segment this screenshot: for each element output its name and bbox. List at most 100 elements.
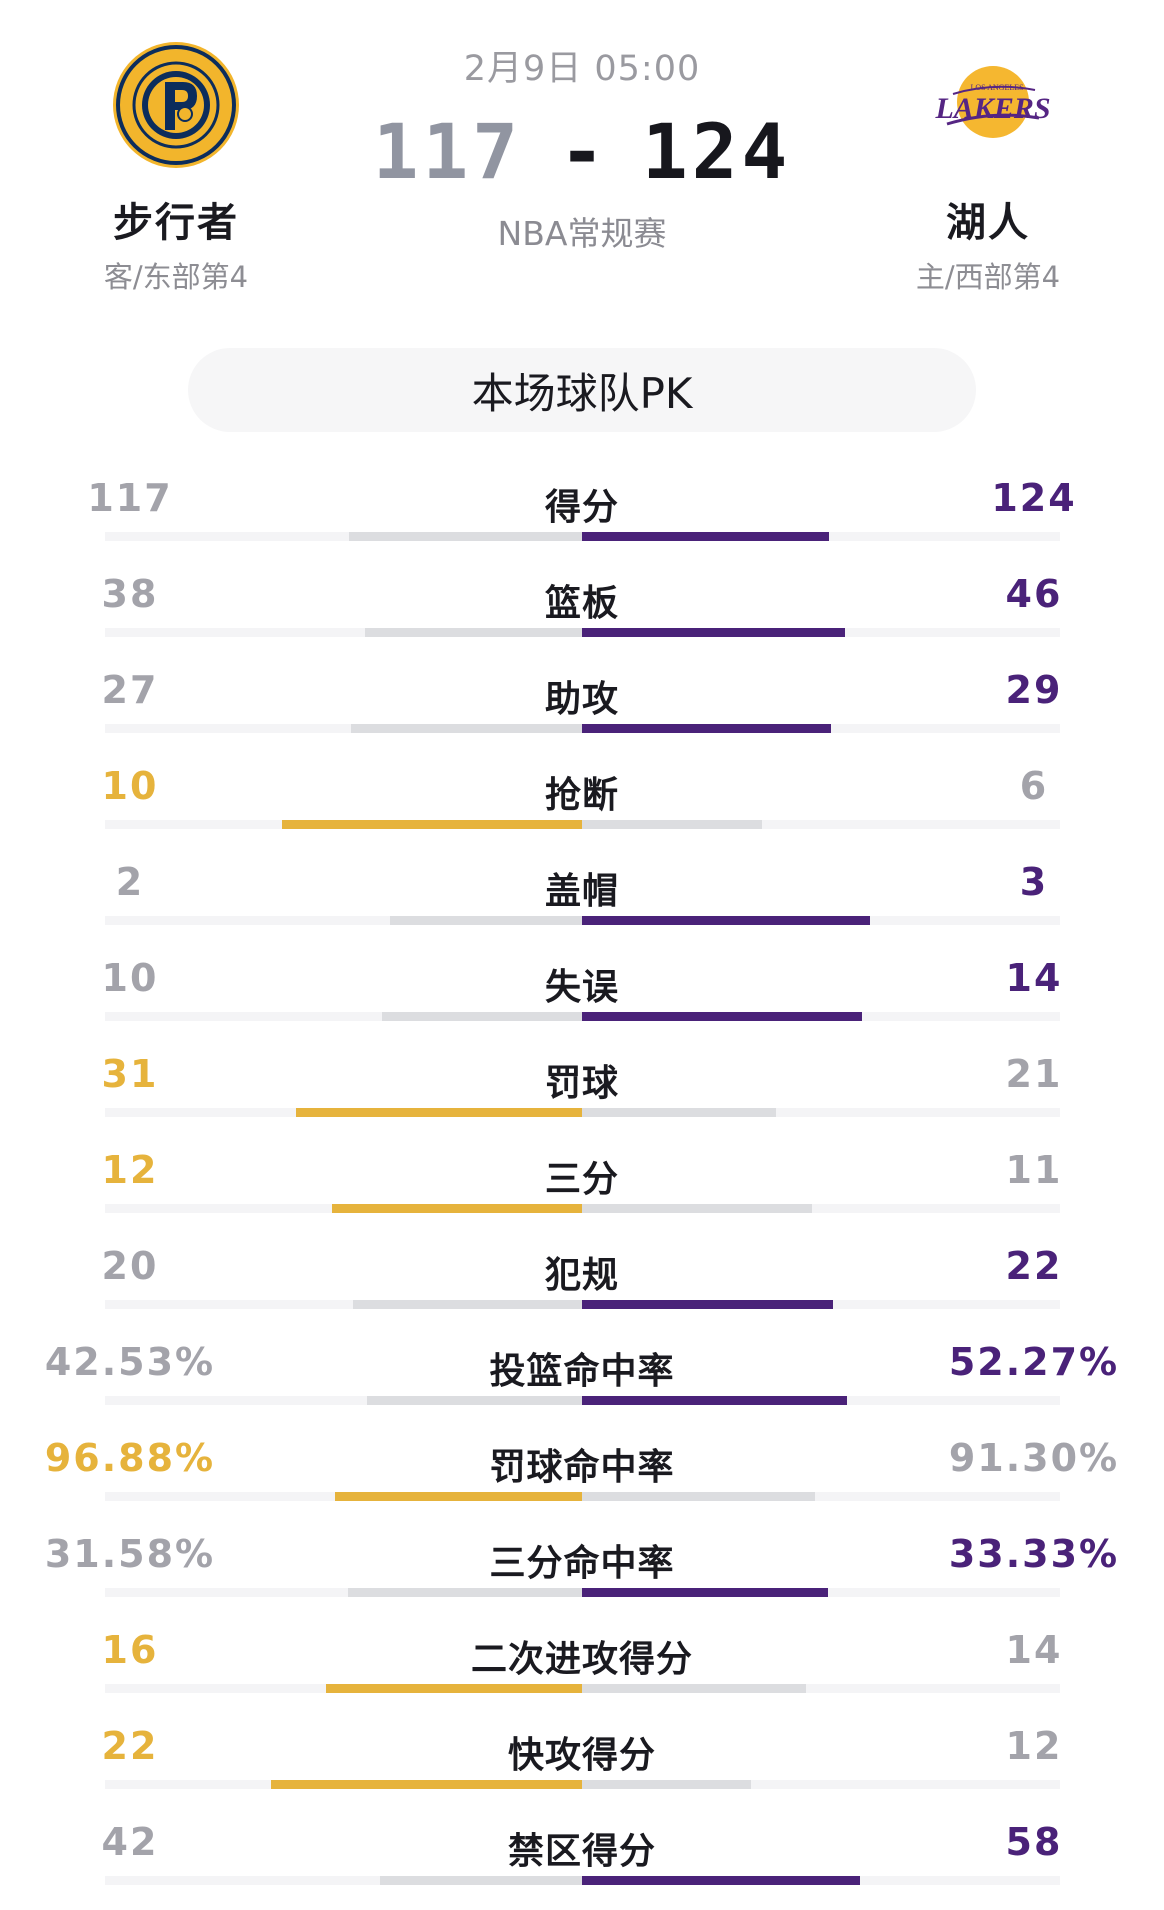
away-stat-value: 10 — [101, 956, 159, 1000]
home-stat-value: 46 — [1005, 572, 1063, 616]
away-stat-bar — [365, 628, 582, 637]
home-stat-bar — [582, 1684, 806, 1693]
stat-row: 20 犯规 22 — [0, 1238, 1164, 1334]
home-stat-bar — [582, 820, 762, 829]
stat-label: 投篮命中率 — [489, 1351, 675, 1392]
stat-row: 10 抢断 6 — [0, 758, 1164, 854]
stat-label: 罚球 — [544, 1063, 619, 1104]
away-stat-value: 10 — [101, 764, 159, 808]
stat-label: 快攻得分 — [507, 1735, 656, 1776]
away-stat-value: 20 — [101, 1244, 159, 1288]
away-stat-value: 16 — [101, 1628, 159, 1672]
stat-row: 31.58% 三分命中率 33.33% — [0, 1526, 1164, 1622]
home-stat-bar — [582, 916, 870, 925]
away-stat-bar — [380, 1876, 582, 1885]
away-stat-value: 31 — [101, 1052, 159, 1096]
home-stat-value: 52.27% — [948, 1340, 1120, 1384]
stat-row: 12 三分 11 — [0, 1142, 1164, 1238]
away-stat-value: 42.53% — [44, 1340, 216, 1384]
home-stat-value: 14 — [1005, 1628, 1063, 1672]
away-stat-value: 2 — [115, 860, 145, 904]
stat-label: 篮板 — [544, 583, 619, 624]
away-stat-bar — [390, 916, 582, 925]
away-stat-bar — [296, 1108, 582, 1117]
away-stat-bar — [335, 1492, 582, 1501]
home-stat-bar — [582, 1108, 776, 1117]
home-team-rank: 主/西部第4 — [915, 260, 1061, 294]
svg-text:LOS ANGELES: LOS ANGELES — [970, 83, 1023, 92]
away-stat-value: 42 — [101, 1820, 159, 1864]
team-pk-tab[interactable]: 本场球队PK — [188, 348, 976, 432]
game-type: NBA常规赛 — [497, 214, 667, 253]
home-team[interactable]: LAKERS LOS ANGELES 湖人 主/西部第4 — [858, 40, 1118, 296]
away-stat-bar — [348, 1588, 582, 1597]
away-stat-bar — [351, 724, 582, 733]
home-stat-value: 21 — [1005, 1052, 1063, 1096]
stat-row: 38 篮板 46 — [0, 566, 1164, 662]
home-stat-bar — [582, 724, 831, 733]
away-team[interactable]: 步行者 客/东部第4 — [46, 40, 306, 296]
home-stat-value: 11 — [1005, 1148, 1063, 1192]
stat-label: 二次进攻得分 — [470, 1639, 693, 1680]
away-stat-value: 31.58% — [44, 1532, 216, 1576]
home-stat-value: 6 — [1019, 764, 1049, 808]
team-stats-list: 117 得分 124 38 篮板 46 27 助攻 29 10 抢断 6 2 盖帽 3 10 失误 14 31 罚球 2… — [0, 470, 1164, 1910]
stat-row: 42 禁区得分 58 — [0, 1814, 1164, 1910]
svg-text:LAKERS: LAKERS — [934, 92, 1050, 125]
stat-row: 16 二次进攻得分 14 — [0, 1622, 1164, 1718]
stat-row: 42.53% 投篮命中率 52.27% — [0, 1334, 1164, 1430]
away-stat-bar — [349, 532, 582, 541]
stat-label: 得分 — [544, 487, 619, 528]
stat-row: 27 助攻 29 — [0, 662, 1164, 758]
away-stat-bar — [382, 1012, 582, 1021]
home-stat-value: 58 — [1005, 1820, 1063, 1864]
game-datetime: 2月9日 05:00 — [463, 49, 701, 89]
stat-label: 盖帽 — [544, 871, 619, 912]
away-stat-bar — [282, 820, 582, 829]
stat-row: 117 得分 124 — [0, 470, 1164, 566]
scoreline: 117 - 124 — [332, 105, 832, 197]
away-stat-value: 22 — [101, 1724, 159, 1768]
stat-label: 失误 — [544, 967, 619, 1008]
away-team-name: 步行者 — [113, 200, 239, 246]
home-stat-bar — [582, 628, 845, 637]
away-stat-value: 96.88% — [44, 1436, 216, 1480]
stat-row: 96.88% 罚球命中率 91.30% — [0, 1430, 1164, 1526]
stat-label: 罚球命中率 — [489, 1447, 675, 1488]
away-stat-value: 117 — [87, 476, 173, 520]
home-stat-value: 33.33% — [948, 1532, 1120, 1576]
stat-row: 10 失误 14 — [0, 950, 1164, 1046]
home-stat-bar — [582, 1012, 862, 1021]
away-stat-value: 38 — [101, 572, 159, 616]
home-stat-bar — [582, 1876, 860, 1885]
home-stat-value: 22 — [1005, 1244, 1063, 1288]
stat-label: 助攻 — [544, 679, 619, 720]
stat-row: 2 盖帽 3 — [0, 854, 1164, 950]
away-score: 117 — [372, 106, 522, 196]
home-team-name: 湖人 — [946, 200, 1030, 246]
home-stat-value: 91.30% — [948, 1436, 1120, 1480]
stat-label: 三分 — [544, 1159, 619, 1200]
pacers-logo-icon — [111, 40, 241, 170]
home-stat-bar — [582, 1204, 812, 1213]
stat-label: 抢断 — [544, 775, 619, 816]
home-stat-value: 29 — [1005, 668, 1063, 712]
lakers-logo-icon: LAKERS LOS ANGELES — [923, 40, 1053, 170]
home-stat-bar — [582, 1300, 833, 1309]
away-stat-bar — [271, 1780, 582, 1789]
away-stat-bar — [367, 1396, 582, 1405]
home-stat-bar — [582, 1492, 815, 1501]
away-stat-bar — [326, 1684, 582, 1693]
home-stat-bar — [582, 1396, 847, 1405]
stat-row: 22 快攻得分 12 — [0, 1718, 1164, 1814]
home-score: 124 — [642, 106, 792, 196]
away-stat-bar — [332, 1204, 582, 1213]
away-stat-bar — [353, 1300, 582, 1309]
away-stat-value: 12 — [101, 1148, 159, 1192]
home-stat-value: 14 — [1005, 956, 1063, 1000]
home-stat-bar — [582, 1588, 828, 1597]
home-stat-value: 3 — [1019, 860, 1049, 904]
away-team-rank: 客/东部第4 — [103, 260, 249, 294]
home-stat-bar — [582, 532, 829, 541]
stat-label: 三分命中率 — [489, 1543, 675, 1584]
